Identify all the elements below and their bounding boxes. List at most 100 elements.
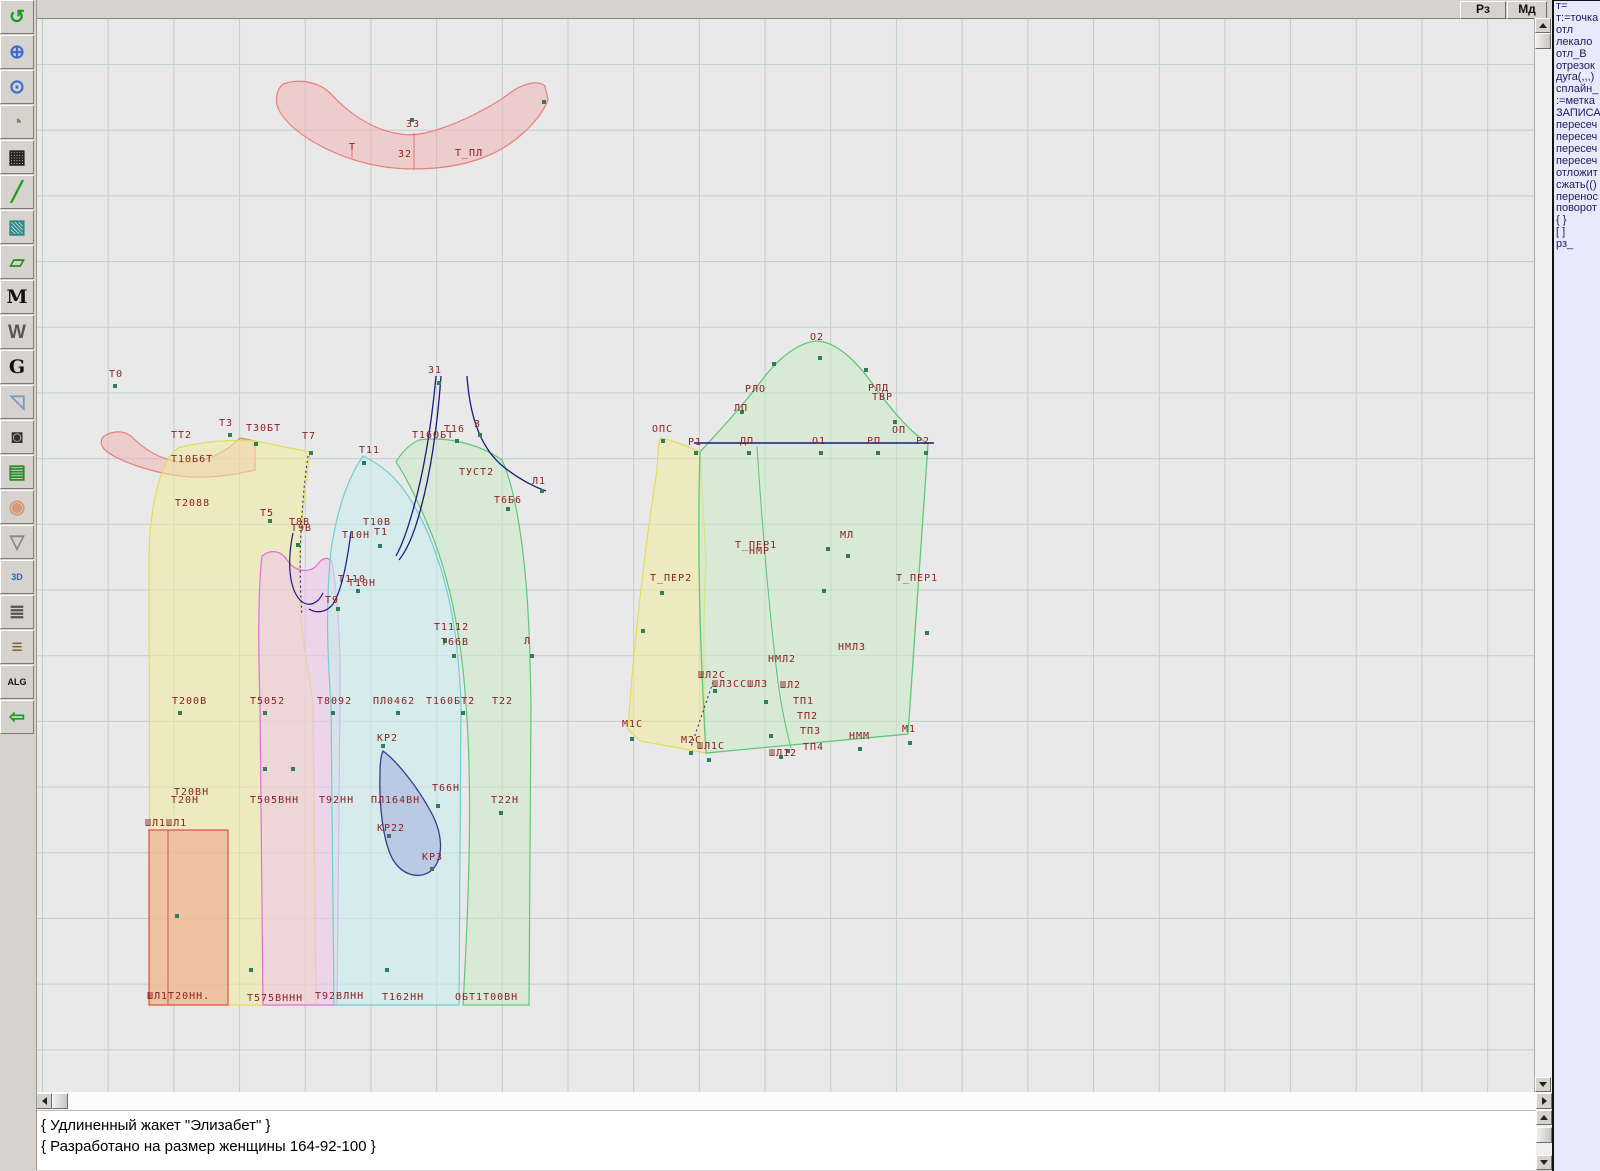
collar-top-piece[interactable] [275,80,549,170]
horizontal-scroll-thumb[interactable] [52,1093,68,1109]
front-piece-green[interactable] [395,438,532,1006]
text-list-icon[interactable]: ≣ [0,595,34,629]
armhole-curve-2 [398,375,442,561]
sleeve-under-yellow[interactable] [627,437,707,754]
image-icon[interactable]: ▧ [0,210,34,244]
exit-icon[interactable]: ⇦ [0,700,34,734]
grazia-g-icon[interactable]: G [0,350,34,384]
undo-refresh-icon[interactable]: ↺ [0,0,34,34]
pattern-m-icon[interactable]: M [0,280,34,314]
command-item[interactable]: отрезок [1556,59,1595,72]
command-item[interactable]: пересеч [1556,154,1598,167]
point-label: Т5052 [250,696,286,707]
command-item[interactable]: сжать(() [1556,178,1597,191]
point-marker [769,734,773,738]
command-item[interactable]: отл_В [1556,47,1587,60]
measure-line-icon[interactable]: ╱ [0,175,34,209]
point-label: Т [349,142,357,153]
ruler-icon-glyph: ◹ [9,391,25,413]
scroll-up-button[interactable] [1535,18,1551,33]
command-panel: т= т:=точка отл лекало отл_В отрезок дуга(,,,)… [1552,0,1600,1171]
horizontal-scroll-track[interactable] [68,1092,1536,1110]
point-marker [291,767,295,771]
books-icon[interactable]: ≡ [0,630,34,664]
command-item[interactable]: отложит [1556,166,1598,179]
canvas-vertical-scrollbar[interactable] [1534,18,1553,1092]
command-item[interactable]: пересеч [1556,130,1598,143]
code-line[interactable]: { Удлиненный жакет "Элизабет" } [41,1117,271,1134]
point-label: ШЛ1ШЛ1 [145,818,188,829]
exit-icon-glyph: ⇦ [9,706,25,728]
text-scroll-up-button[interactable] [1536,1110,1552,1125]
point-label: ШЛ1С [697,741,726,752]
point-marker [113,384,117,388]
pattern-piece-icon[interactable]: ▱ [0,245,34,279]
command-item[interactable]: поворот [1556,202,1597,215]
point-label: Т1112 [434,622,470,633]
point-label: Т92НН [319,795,355,806]
command-item[interactable]: пересеч [1556,142,1598,155]
point-marker [772,362,776,366]
point-label: Т20ВН [174,787,210,798]
grid-icon[interactable]: ▦ [0,140,34,174]
command-item[interactable]: [ ] [1556,226,1566,239]
zoom-in-icon[interactable]: ⊕ [0,35,34,69]
camera-icon[interactable]: ◙ [0,420,34,454]
point-label: Т9В [291,523,313,534]
pattern-canvas[interactable]: З3 Т З2 Т_ПЛ Т0 Т3 Т30БТ ТТ2 Т7 Т11 Т10Б6Т Т2088 Т5 Т… [36,18,1535,1093]
alg-document-icon[interactable]: ALG [0,665,34,699]
command-item[interactable]: лекало [1556,35,1593,48]
mode-button-md[interactable]: Мд [1507,1,1547,19]
dart-piece-blue[interactable] [379,750,442,876]
point-label: ТТ2 [171,430,193,441]
command-item[interactable]: рз_ [1556,238,1574,251]
command-item[interactable]: пересеч [1556,119,1598,132]
scroll-left-button[interactable] [36,1093,52,1109]
point-marker [707,758,711,762]
text-scroll-thumb[interactable] [1536,1127,1552,1143]
view-piece-icon[interactable]: ◔ [0,105,34,139]
point-label: Т0 [109,369,124,380]
command-item[interactable]: сплайн_ [1556,83,1599,96]
ruler-icon[interactable]: ◹ [0,385,34,419]
text-scroll-down-button[interactable] [1536,1155,1552,1170]
point-label: ШЛ1Т20НН. [147,991,211,1002]
command-item[interactable]: { } [1556,214,1567,227]
portrait-icon[interactable]: ◉ [0,490,34,524]
scroll-down-button[interactable] [1535,1077,1551,1092]
command-item[interactable]: отл [1556,23,1574,36]
text-area-scrollbar[interactable] [1536,1110,1553,1170]
spreadsheet-icon-glyph: ▤ [8,461,26,483]
vertical-scroll-thumb[interactable] [1535,33,1551,49]
code-line[interactable]: { Разработано на размер женщины 164-92-1… [41,1138,376,1155]
point-label: НМЛ3 [838,642,867,653]
text-scroll-track[interactable] [1536,1145,1553,1155]
pattern-drawing [100,80,934,1006]
program-text-area[interactable]: { Удлиненный жакет "Элизабет" } { Разрабо… [36,1110,1536,1170]
point-label: Т8В [289,517,311,528]
spreadsheet-icon[interactable]: ▤ [0,455,34,489]
command-item[interactable]: т:=точка [1556,11,1599,24]
command-item[interactable]: дуга(,,,) [1556,71,1595,84]
point-marker [689,751,693,755]
sleeve-main-green[interactable] [698,340,929,754]
threed-icon-glyph: 3D [11,571,23,582]
compass-icon[interactable]: W [0,315,34,349]
mode-button-rz[interactable]: Рз [1460,1,1506,19]
command-item[interactable]: ЗАПИСА [1556,107,1600,120]
point-label: ОБТ1Т00ВН [455,992,519,1003]
command-item[interactable]: т= [1556,0,1568,12]
point-marker [661,439,665,443]
threed-icon[interactable]: 3D [0,560,34,594]
command-item[interactable]: :=метка [1556,95,1596,108]
point-label: Т16 [444,424,466,435]
point-label: Т200В [172,696,208,707]
canvas-horizontal-scrollbar[interactable] [36,1092,1552,1111]
scroll-right-button[interactable] [1536,1093,1552,1109]
point-marker [713,689,717,693]
command-item[interactable]: перенос [1556,190,1599,203]
jacket-icon[interactable]: ▽ [0,525,34,559]
point-label: НММ [849,731,871,742]
belt-piece-orange[interactable] [148,829,229,1006]
zoom-window-icon[interactable]: ⊙ [0,70,34,104]
